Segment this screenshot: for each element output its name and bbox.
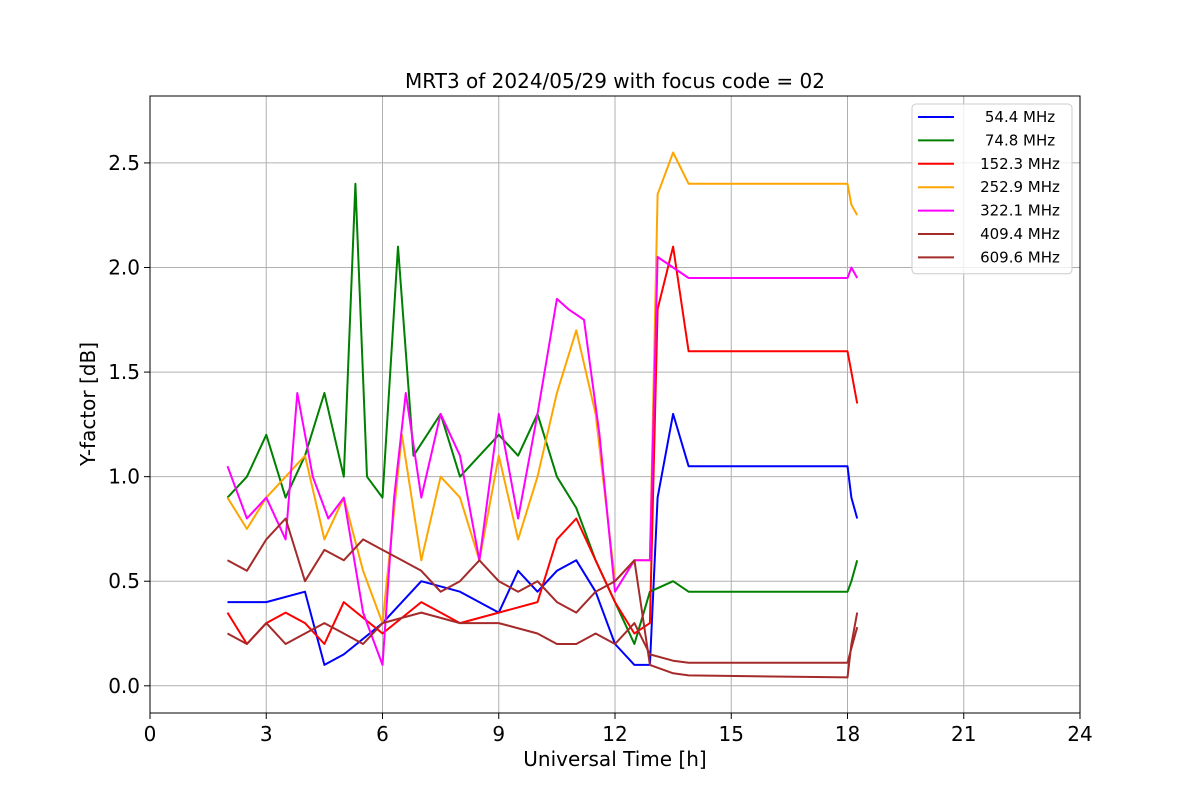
x-tick-label-6: 18 bbox=[835, 722, 860, 746]
x-tick-label-7: 21 bbox=[951, 722, 976, 746]
x-tick-label-0: 0 bbox=[144, 722, 157, 746]
legend-label-5: 409.4 MHz bbox=[980, 225, 1060, 243]
series-line-0 bbox=[227, 412, 859, 666]
y-axis-label: Y-factor [dB] bbox=[76, 342, 100, 467]
series-line-6 bbox=[227, 517, 859, 679]
x-tick-label-4: 12 bbox=[602, 722, 627, 746]
y-tick-label-5: 2.5 bbox=[108, 151, 140, 175]
series-line-2 bbox=[226, 245, 859, 645]
x-tick-label-5: 15 bbox=[719, 722, 744, 746]
legend-label-1: 74.8 MHz bbox=[985, 131, 1055, 149]
legend-label-3: 252.9 MHz bbox=[980, 178, 1060, 196]
y-tick-label-0: 0.0 bbox=[108, 674, 140, 698]
series-lines bbox=[226, 151, 859, 679]
series-line-5 bbox=[227, 611, 859, 664]
series-line-1 bbox=[226, 182, 859, 645]
x-tick-label-1: 3 bbox=[260, 722, 273, 746]
series-line-4 bbox=[226, 256, 859, 666]
y-axis-ticks: 0.0 0.5 1.0 1.5 2.0 2.5 bbox=[108, 151, 150, 698]
legend-label-6: 609.6 MHz bbox=[980, 248, 1060, 266]
x-axis-label: Universal Time [h] bbox=[523, 747, 706, 771]
legend-label-0: 54.4 MHz bbox=[985, 108, 1055, 126]
chart-title: MRT3 of 2024/05/29 with focus code = 02 bbox=[405, 69, 825, 93]
x-axis-ticks: 0 3 6 9 12 15 18 21 24 bbox=[144, 713, 1093, 746]
legend-box bbox=[911, 103, 1073, 275]
legend: 54.4 MHz 74.8 MHz 152.3 MHz 252.9 MHz 322.1 … bbox=[911, 103, 1073, 275]
y-tick-label-1: 0.5 bbox=[108, 569, 140, 593]
series-line-3 bbox=[226, 151, 859, 625]
y-tick-label-2: 1.0 bbox=[108, 465, 140, 489]
x-tick-label-3: 9 bbox=[492, 722, 505, 746]
x-tick-label-2: 6 bbox=[376, 722, 389, 746]
y-tick-label-3: 1.5 bbox=[108, 360, 140, 384]
legend-label-2: 152.3 MHz bbox=[980, 155, 1060, 173]
y-tick-label-4: 2.0 bbox=[108, 256, 140, 280]
legend-label-4: 322.1 MHz bbox=[980, 202, 1060, 220]
x-tick-label-8: 24 bbox=[1067, 722, 1092, 746]
